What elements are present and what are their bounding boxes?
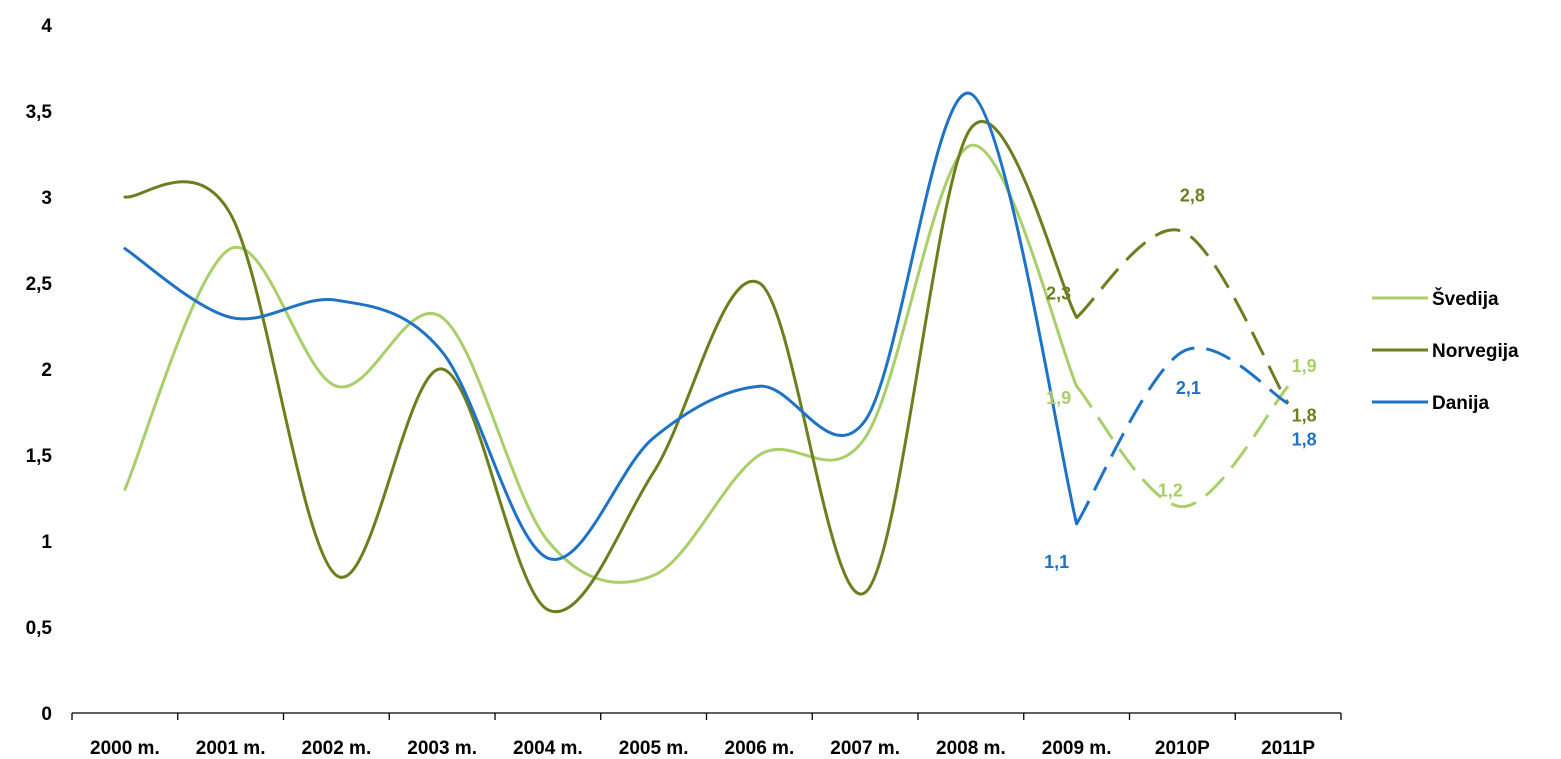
x-tick-label: 2000 m.	[90, 738, 160, 759]
y-tick-label: 2,5	[26, 274, 53, 295]
x-tick-label: 2006 m.	[725, 738, 795, 759]
y-tick-label: 1	[41, 532, 52, 553]
series-forecast-line-norvegija	[1075, 228, 1290, 405]
series-line-danija	[123, 91, 1079, 561]
data-label-norvegija: 2,8	[1180, 185, 1205, 205]
data-label-danija: 1,1	[1044, 552, 1069, 572]
data-labels: 1,9 1,2 1,9 2,3 2,8 1,8 1,1 2,1 1,8	[1044, 185, 1317, 571]
x-tick-label: 2009 m.	[1042, 738, 1112, 759]
legend-label-danija: Danija	[1432, 393, 1489, 414]
data-label-norvegija: 1,8	[1292, 405, 1317, 425]
series-forecast-line-danija	[1075, 346, 1289, 525]
data-label-danija: 1,8	[1292, 429, 1317, 449]
y-tick-label: 1,5	[26, 446, 53, 467]
y-tick-label: 0	[41, 704, 52, 725]
data-label--vedija: 1,2	[1158, 481, 1183, 501]
x-tick-label: 2005 m.	[619, 738, 689, 759]
legend-label-norvegija: Norvegija	[1432, 341, 1519, 362]
x-tick-label: 2001 m.	[196, 738, 266, 759]
series-line--vedija	[123, 143, 1079, 584]
x-tick-label: 2002 m.	[302, 738, 372, 759]
x-tick-label: 2011P	[1261, 738, 1315, 759]
x-tick-label: 2004 m.	[513, 738, 583, 759]
x-axis: 2000 m. 2001 m. 2002 m. 2003 m. 2004 m. 2005 …	[71, 712, 1342, 759]
y-tick-label: 3	[41, 188, 52, 209]
data-label-danija: 2,1	[1176, 378, 1201, 398]
x-tick-label: 2007 m.	[830, 738, 900, 759]
y-tick-label: 2	[41, 360, 52, 381]
legend-label--vedija: Švedija	[1432, 288, 1499, 310]
data-label--vedija: 1,9	[1292, 356, 1317, 376]
y-tick-label: 4	[41, 16, 52, 37]
series-line-norvegija	[123, 120, 1079, 614]
y-tick-label: 3,5	[26, 102, 53, 123]
data-label-norvegija: 2,3	[1046, 283, 1071, 303]
series-layer	[123, 91, 1290, 614]
x-tick-label: 2008 m.	[936, 738, 1006, 759]
data-label--vedija: 1,9	[1046, 388, 1071, 408]
y-tick-label: 0,5	[26, 618, 53, 639]
x-tick-label: 2003 m.	[407, 738, 477, 759]
y-axis: 0 0,5 1 1,5 2 2,5 3 3,5 4	[26, 16, 53, 725]
legend: Švedija Norvegija Danija	[1372, 288, 1519, 414]
x-tick-label: 2010P	[1155, 738, 1210, 759]
series-forecast-line--vedija	[1075, 385, 1290, 509]
